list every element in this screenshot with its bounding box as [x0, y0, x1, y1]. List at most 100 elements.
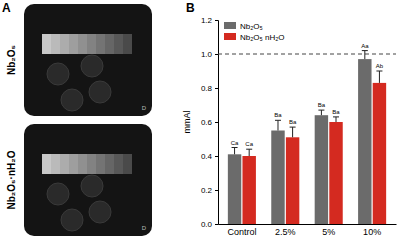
- radiograph-background: [24, 4, 152, 116]
- specimen: [81, 55, 103, 77]
- x-tick: 2.5%: [275, 227, 296, 237]
- error-bar: [232, 148, 238, 155]
- legend: Nb₂O₅Nb₂O₅ nH₂O: [224, 22, 285, 42]
- plot-area: [218, 51, 396, 224]
- step-wedge: [123, 34, 132, 54]
- step-wedge: [69, 154, 78, 174]
- specimen: [47, 63, 69, 85]
- error-bar-cap: [232, 147, 238, 148]
- corner-mark: D: [142, 225, 147, 231]
- bar: [271, 131, 284, 225]
- specimen: [61, 209, 83, 231]
- error-bar-cap: [275, 120, 281, 121]
- y-tick: 0.6: [201, 118, 218, 127]
- error-bar: [376, 71, 382, 83]
- step-wedge: [105, 154, 114, 174]
- error-bar-cap: [290, 127, 296, 128]
- bar: [286, 137, 299, 224]
- y-tick-mark: [215, 54, 218, 55]
- y-tick: 0.8: [201, 84, 218, 93]
- step-wedge: [87, 34, 96, 54]
- significance-letter: Ba: [274, 112, 282, 118]
- y-tick-mark: [215, 122, 218, 123]
- significance-letter: Ca: [245, 141, 253, 147]
- y-tick: 0.4: [201, 152, 218, 161]
- significance-letter: Ba: [289, 119, 297, 125]
- image-label: Nb₂O₅: [6, 45, 17, 76]
- specimen: [89, 81, 111, 103]
- x-tick: Control: [227, 227, 256, 237]
- x-tick-label: Control: [227, 227, 256, 237]
- error-bar: [362, 51, 368, 60]
- significance-letter: Aa: [361, 43, 369, 49]
- image-label: Nb₂O₅·nH₂O: [6, 150, 17, 209]
- radiograph: [24, 124, 152, 236]
- step-wedge: [96, 34, 105, 54]
- x-tick: 10%: [363, 227, 381, 237]
- step-wedge: [69, 34, 78, 54]
- specimen: [81, 175, 103, 197]
- reference-line: [218, 54, 396, 55]
- y-tick: 0.2: [201, 186, 218, 195]
- y-tick-label: 1.0: [201, 50, 213, 59]
- x-tick-label: 2.5%: [275, 227, 296, 237]
- error-bar-cap: [318, 110, 324, 111]
- error-bar-stem: [292, 127, 293, 137]
- y-tick-mark: [215, 156, 218, 157]
- error-bar: [318, 110, 324, 115]
- y-axis-title: mmAl: [182, 111, 192, 134]
- significance-letter: Ba: [332, 109, 340, 115]
- specimen: [89, 201, 111, 223]
- corner-mark: D: [142, 105, 147, 111]
- legend-swatch: [224, 33, 236, 40]
- y-tick-mark: [215, 224, 218, 225]
- error-bar: [275, 120, 281, 130]
- step-wedge: [105, 34, 114, 54]
- y-tick: 1.2: [201, 16, 218, 25]
- panel-label: A: [2, 1, 11, 15]
- specimen: [61, 89, 83, 111]
- radiograph-background: [24, 124, 152, 236]
- error-bar-cap: [376, 71, 382, 72]
- step-wedge: [87, 154, 96, 174]
- step-wedge: [42, 154, 51, 174]
- y-tick-label: 0.4: [201, 152, 213, 161]
- step-wedge: [42, 34, 51, 54]
- figure: A D Nb₂O₅ D Nb₂O₅·nH₂O B 0.0 0.2 0.4 0.6 0.8 1.0 1.2…: [0, 0, 400, 242]
- radiograph: [24, 4, 152, 116]
- significance-letter: Ca: [231, 140, 239, 146]
- x-tick-label: 10%: [363, 227, 381, 237]
- error-bar-stem: [234, 148, 235, 155]
- step-wedge: [51, 34, 60, 54]
- x-tick: 5%: [322, 227, 335, 237]
- error-bar: [290, 127, 296, 137]
- y-axis: 0.0 0.2 0.4 0.6 0.8 1.0 1.2: [201, 16, 219, 229]
- y-axis-line: [215, 21, 219, 225]
- step-wedge: [78, 34, 87, 54]
- bar: [329, 122, 342, 224]
- y-tick-mark: [215, 190, 218, 191]
- error-bar-stem: [321, 110, 322, 115]
- error-bar-stem: [249, 149, 250, 156]
- error-bar: [246, 149, 252, 156]
- y-tick: 0.0: [201, 220, 218, 229]
- panel-label: B: [186, 1, 195, 15]
- error-bar-cap: [246, 149, 252, 150]
- y-tick-label: 1.2: [201, 16, 213, 25]
- y-tick-mark: [215, 20, 218, 21]
- legend-label: Nb₂O₅: [240, 22, 263, 31]
- y-tick-label: 0.6: [201, 118, 213, 127]
- error-bar-cap: [333, 116, 339, 117]
- x-tick-label: 5%: [322, 227, 335, 237]
- error-bar-stem: [364, 51, 365, 60]
- y-tick: 1.0: [201, 50, 218, 59]
- step-wedge: [114, 34, 123, 54]
- error-bar-stem: [336, 117, 337, 122]
- step-wedge: [51, 154, 60, 174]
- step-wedge: [60, 34, 69, 54]
- y-tick-mark: [215, 88, 218, 89]
- significance-letter: Ab: [376, 63, 384, 69]
- significance-letter: Ba: [318, 102, 326, 108]
- step-wedge: [60, 154, 69, 174]
- error-bar-stem: [277, 120, 278, 130]
